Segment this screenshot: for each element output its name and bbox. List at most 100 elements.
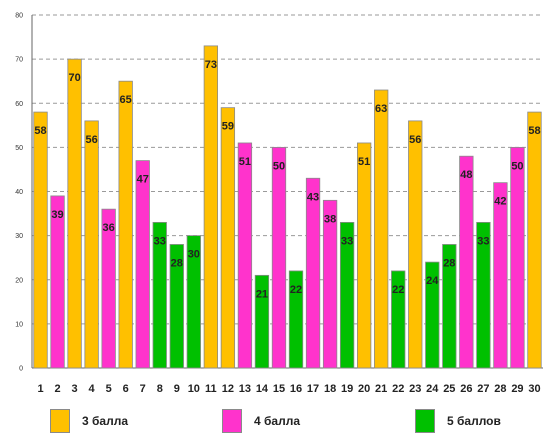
bar xyxy=(527,111,542,369)
bar xyxy=(135,160,150,369)
bar xyxy=(254,274,270,369)
bar xyxy=(237,142,253,369)
x-tick-label: 30 xyxy=(528,383,540,395)
bar xyxy=(425,261,440,369)
legend-item-5-points: 5 баллов xyxy=(415,408,501,434)
data-label: 48 xyxy=(460,169,472,181)
x-tick-label: 12 xyxy=(222,383,234,395)
x-tick-label: 6 xyxy=(123,383,129,395)
data-label: 33 xyxy=(477,235,489,247)
data-label: 36 xyxy=(103,222,115,234)
x-tick-label: 16 xyxy=(290,383,302,395)
bar xyxy=(442,244,457,369)
data-label: 59 xyxy=(222,121,234,133)
bar xyxy=(67,58,82,369)
data-label: 65 xyxy=(120,94,132,106)
data-label: 39 xyxy=(51,209,63,221)
y-tick-label: 0 xyxy=(19,366,23,373)
bar xyxy=(459,155,474,369)
legend-item-4-points: 4 балла xyxy=(222,408,300,434)
x-tick-label: 8 xyxy=(157,383,163,395)
data-label: 24 xyxy=(426,275,439,287)
x-tick-label: 17 xyxy=(307,383,319,395)
x-tick-label: 23 xyxy=(409,383,421,395)
data-label: 50 xyxy=(273,160,285,172)
x-tick-label: 1 xyxy=(37,383,43,395)
data-label: 51 xyxy=(239,156,251,168)
bar xyxy=(169,244,184,369)
bar xyxy=(476,221,491,369)
bar xyxy=(356,142,372,369)
y-tick-label: 70 xyxy=(15,57,23,64)
data-label: 28 xyxy=(443,257,455,269)
bar xyxy=(305,177,321,369)
legend-label-4-points: 4 балла xyxy=(254,414,301,428)
y-tick-label: 10 xyxy=(15,321,23,328)
x-tick-label: 10 xyxy=(188,383,200,395)
x-tick-label: 29 xyxy=(511,383,523,395)
bar xyxy=(203,45,219,369)
x-tick-label: 7 xyxy=(140,383,146,395)
x-tick-label: 19 xyxy=(341,383,353,395)
x-tick-label: 11 xyxy=(205,383,217,395)
data-label: 33 xyxy=(341,235,353,247)
data-label: 47 xyxy=(137,174,149,186)
data-label: 56 xyxy=(85,134,97,146)
x-tick-label: 28 xyxy=(494,383,506,395)
bar xyxy=(322,199,338,369)
bar xyxy=(391,270,406,369)
x-tick-label: 21 xyxy=(375,383,387,395)
x-tick-label: 18 xyxy=(324,383,336,395)
bar xyxy=(101,208,116,369)
y-tick-label: 60 xyxy=(15,101,23,108)
x-tick-label: 27 xyxy=(477,383,489,395)
bar xyxy=(339,221,355,369)
data-label: 33 xyxy=(154,235,166,247)
x-tick-label: 13 xyxy=(239,383,251,395)
bar xyxy=(118,80,133,369)
data-label: 70 xyxy=(68,72,80,84)
x-tick-label: 20 xyxy=(358,383,370,395)
data-label: 43 xyxy=(307,191,319,203)
x-tick-label: 5 xyxy=(106,383,112,395)
x-tick-label: 24 xyxy=(426,383,439,395)
x-tick-label: 14 xyxy=(256,383,269,395)
data-label: 58 xyxy=(528,125,540,137)
x-tick-label: 4 xyxy=(89,383,96,395)
y-tick-label: 20 xyxy=(15,277,23,284)
bar xyxy=(493,182,508,369)
bar xyxy=(408,120,423,369)
bar xyxy=(152,221,167,369)
bar xyxy=(84,120,99,369)
y-tick-label: 30 xyxy=(15,233,23,240)
legend-label-3-points: 3 балла xyxy=(82,414,129,428)
data-label: 21 xyxy=(256,288,268,300)
data-label: 28 xyxy=(171,257,183,269)
legend-label-5-points: 5 баллов xyxy=(447,414,501,428)
data-label: 73 xyxy=(205,59,217,71)
bar xyxy=(33,111,48,369)
data-label: 56 xyxy=(409,134,421,146)
y-tick-label: 80 xyxy=(15,13,23,20)
data-label: 38 xyxy=(324,213,336,225)
data-label: 58 xyxy=(34,125,46,137)
data-label: 22 xyxy=(290,284,302,296)
x-tick-label: 3 xyxy=(72,383,78,395)
legend-swatch-4-points xyxy=(222,409,242,433)
x-tick-label: 15 xyxy=(273,383,285,395)
data-label: 42 xyxy=(494,196,506,208)
bar xyxy=(186,235,201,369)
data-label: 50 xyxy=(511,160,523,172)
x-tick-label: 26 xyxy=(460,383,472,395)
bar xyxy=(271,146,287,369)
x-tick-label: 9 xyxy=(174,383,180,395)
x-tick-label: 25 xyxy=(443,383,455,395)
bar-chart: 0102030405060708058139270356436565647733… xyxy=(15,13,543,395)
bar xyxy=(510,146,525,369)
y-tick-label: 40 xyxy=(15,189,23,196)
data-label: 22 xyxy=(392,284,404,296)
bar xyxy=(50,195,65,369)
data-label: 63 xyxy=(375,103,387,115)
legend-item-3-points: 3 балла xyxy=(50,408,128,434)
bar xyxy=(374,89,389,369)
